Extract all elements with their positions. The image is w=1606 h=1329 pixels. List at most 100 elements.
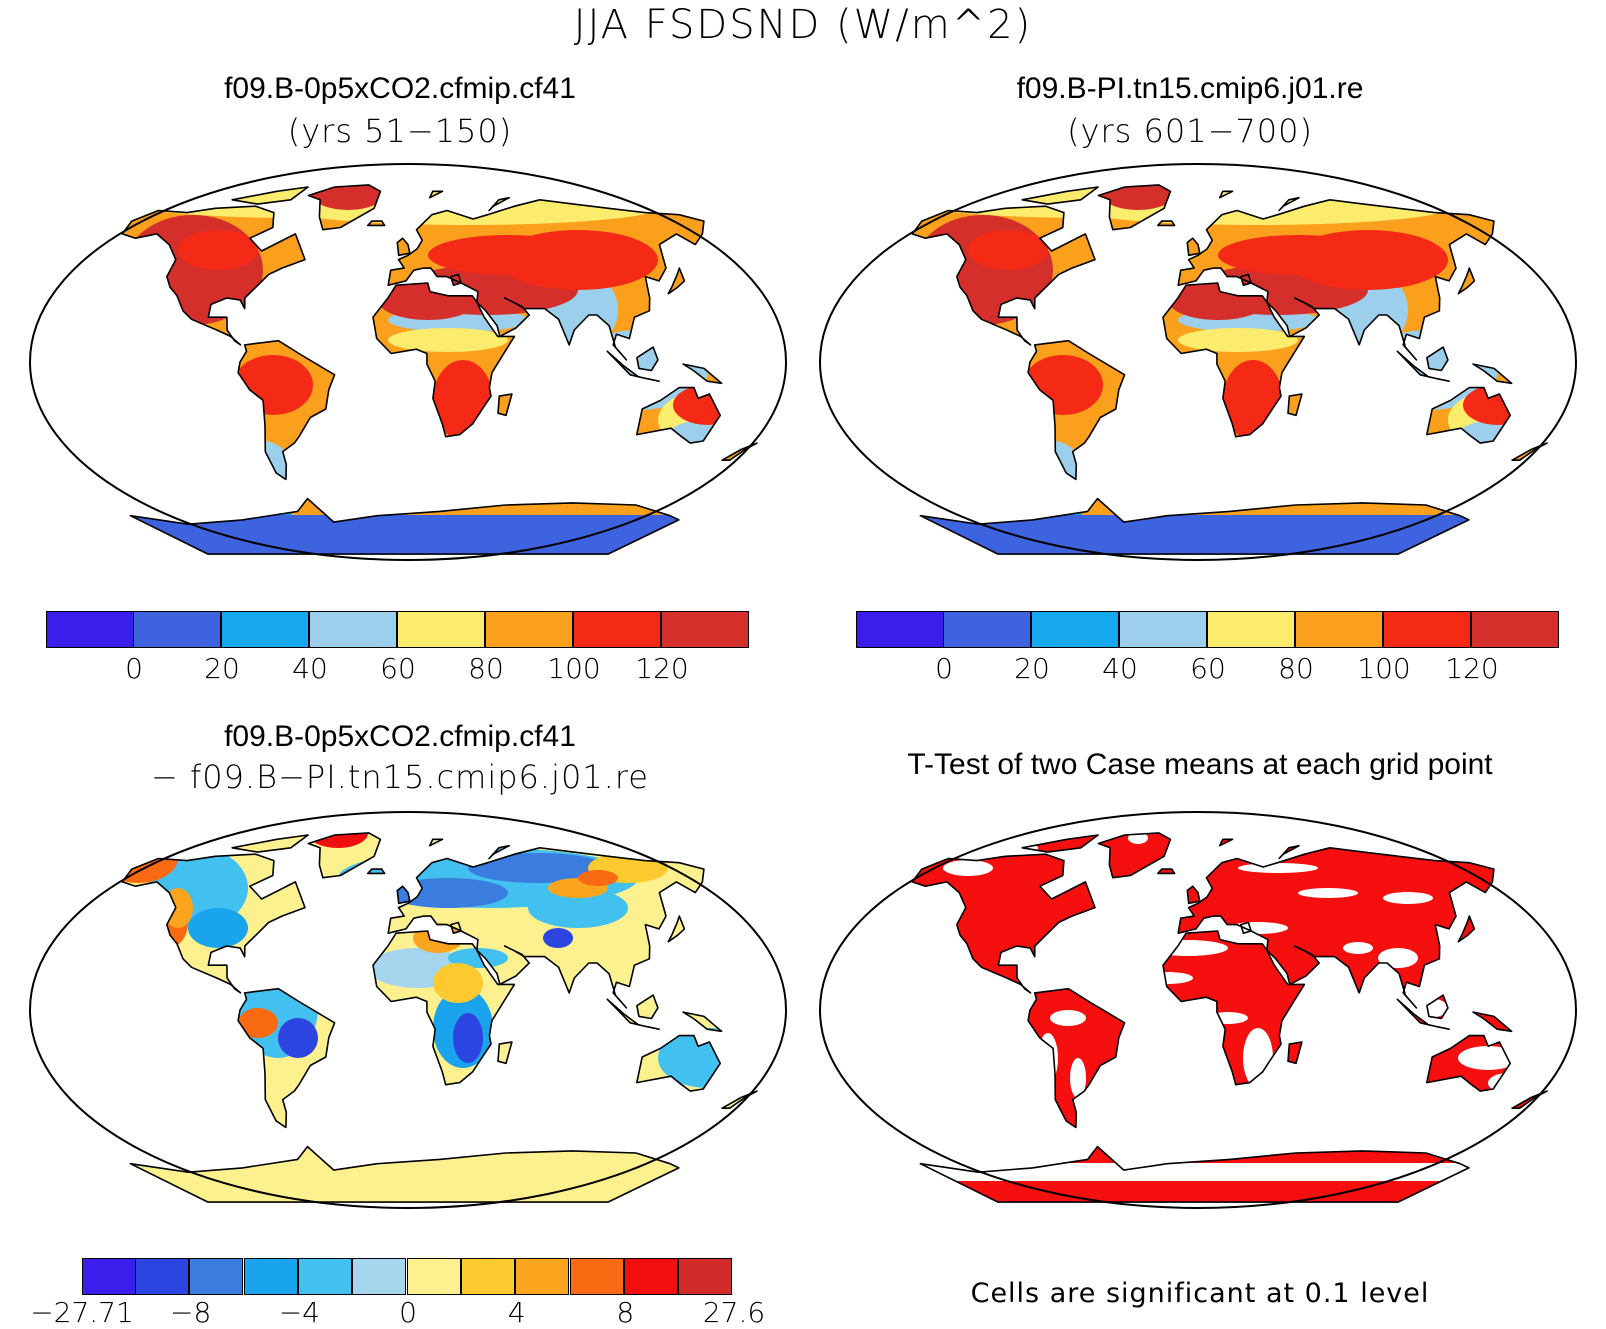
- colorbar-tick-label: −4: [278, 1296, 320, 1329]
- coastline: [307, 832, 382, 879]
- colorbar-tick-label: 40: [292, 652, 328, 685]
- coastline: [636, 994, 659, 1020]
- coastline: [428, 838, 444, 847]
- colorbar-swatch: [308, 611, 397, 648]
- coastline: [1162, 282, 1306, 438]
- coastline: [396, 885, 411, 905]
- coastline: [307, 184, 382, 231]
- coastline: [1426, 994, 1449, 1020]
- panel-tr-subtitle: (yrs 601−700): [1067, 112, 1313, 150]
- colorbar-tick-label: 0: [125, 652, 143, 685]
- coastline: [1396, 350, 1450, 382]
- colorbar-tick-label: −8: [170, 1296, 212, 1329]
- coastline: [497, 1041, 513, 1065]
- coastline: [428, 190, 444, 199]
- colorbar-bottom-left: [82, 1258, 734, 1295]
- coastline: [121, 205, 306, 346]
- coastline: [372, 282, 516, 438]
- map-boundary: [29, 163, 787, 561]
- colorbar-swatch: [678, 1258, 733, 1295]
- colorbar-tick-label: 20: [204, 652, 240, 685]
- coastline: [129, 497, 680, 555]
- colorbar-tick-label: 60: [1190, 652, 1226, 685]
- colorbar-swatch: [856, 611, 944, 648]
- panel-tl-title: f09.B-0p5xCO2.cfmip.cf41: [224, 72, 576, 105]
- colorbar-swatch: [942, 611, 1031, 648]
- colorbar-tick-label: 27.6: [702, 1296, 766, 1329]
- colorbar-top-left: [46, 611, 750, 648]
- coastline: [606, 998, 660, 1030]
- colorbar-tick-label: 40: [1102, 652, 1138, 685]
- coastline: [497, 393, 513, 417]
- coastline: [1186, 885, 1201, 905]
- coastline: [606, 350, 660, 382]
- coastline: [1426, 386, 1511, 444]
- coastline: [1177, 199, 1495, 361]
- panel-bl-title: f09.B-0p5xCO2.cfmip.cf41: [224, 720, 576, 753]
- coastline: [682, 1011, 723, 1033]
- coastline: [387, 199, 705, 361]
- map-top-right: [819, 163, 1577, 561]
- colorbar-swatch: [1294, 611, 1383, 648]
- coastline: [1426, 1034, 1511, 1092]
- coastline: [1177, 847, 1495, 1009]
- coastline: [636, 386, 721, 444]
- coastline: [1162, 930, 1306, 1086]
- coastline: [1021, 834, 1099, 853]
- colorbar-swatch: [569, 1258, 624, 1295]
- coastline: [911, 205, 1096, 346]
- coastline: [1218, 838, 1234, 847]
- coastline: [237, 987, 336, 1129]
- colorbar-top-left-labels: 0 20 40 60 80 100 120: [46, 652, 750, 688]
- coastline: [919, 1145, 1470, 1203]
- coastline: [1097, 184, 1172, 231]
- coastline: [237, 339, 336, 481]
- colorbar-swatch: [243, 1258, 298, 1295]
- colorbar-tick-label: 60: [380, 652, 416, 685]
- coastline: [488, 844, 510, 860]
- coastline: [1472, 1011, 1513, 1033]
- figure-title: JJA FSDSND (W/m^2): [573, 2, 1033, 48]
- colorbar-tick-label: 80: [468, 652, 504, 685]
- coastline: [919, 497, 1470, 555]
- colorbar-swatch: [132, 611, 221, 648]
- colorbar-tick-label: 20: [1014, 652, 1050, 685]
- panel-tl-subtitle: (yrs 51−150): [287, 112, 513, 150]
- coastline: [129, 1145, 680, 1203]
- coastline: [1278, 196, 1300, 212]
- colorbar-tick-label: 120: [1445, 652, 1499, 685]
- colorbar-swatch: [189, 1258, 244, 1295]
- coastline: [367, 868, 386, 875]
- map-boundary: [819, 163, 1577, 561]
- colorbar-tick-label: 0: [399, 1296, 417, 1329]
- colorbar-swatch: [515, 1258, 570, 1295]
- colorbar-swatch: [220, 611, 309, 648]
- coastline: [488, 196, 510, 212]
- coastline: [121, 853, 306, 994]
- colorbar-swatch: [460, 1258, 516, 1295]
- colorbar-swatch: [134, 1258, 190, 1295]
- panel-tr-title: f09.B-PI.tn15.cmip6.j01.re: [1016, 72, 1364, 105]
- coastline: [911, 853, 1096, 994]
- coastline: [682, 363, 723, 385]
- coastline: [1426, 346, 1449, 372]
- colorbar-swatch: [1206, 611, 1295, 648]
- colorbar-swatch: [396, 611, 485, 648]
- coastline: [1218, 190, 1234, 199]
- coastline: [231, 834, 309, 853]
- colorbar-bottom-left-labels: −27.71 −8 −4 0 4 8 27.6: [30, 1296, 765, 1329]
- coastline: [1472, 363, 1513, 385]
- coastline: [1278, 844, 1300, 860]
- colorbar-top-right: [856, 611, 1560, 648]
- colorbar-swatch: [46, 611, 134, 648]
- map-boundary: [29, 811, 787, 1209]
- colorbar-swatch: [406, 1258, 461, 1295]
- panel-bl-subtitle: − f09.B−PI.tn15.cmip6.j01.re: [151, 758, 649, 796]
- colorbar-swatch: [660, 611, 749, 648]
- colorbar-tick-label: 8: [616, 1296, 635, 1329]
- colorbar-tick-label: 4: [507, 1296, 526, 1329]
- coastline: [1157, 868, 1176, 875]
- coastline: [667, 915, 686, 943]
- coastline: [1097, 832, 1172, 879]
- map-top-left: [29, 163, 787, 561]
